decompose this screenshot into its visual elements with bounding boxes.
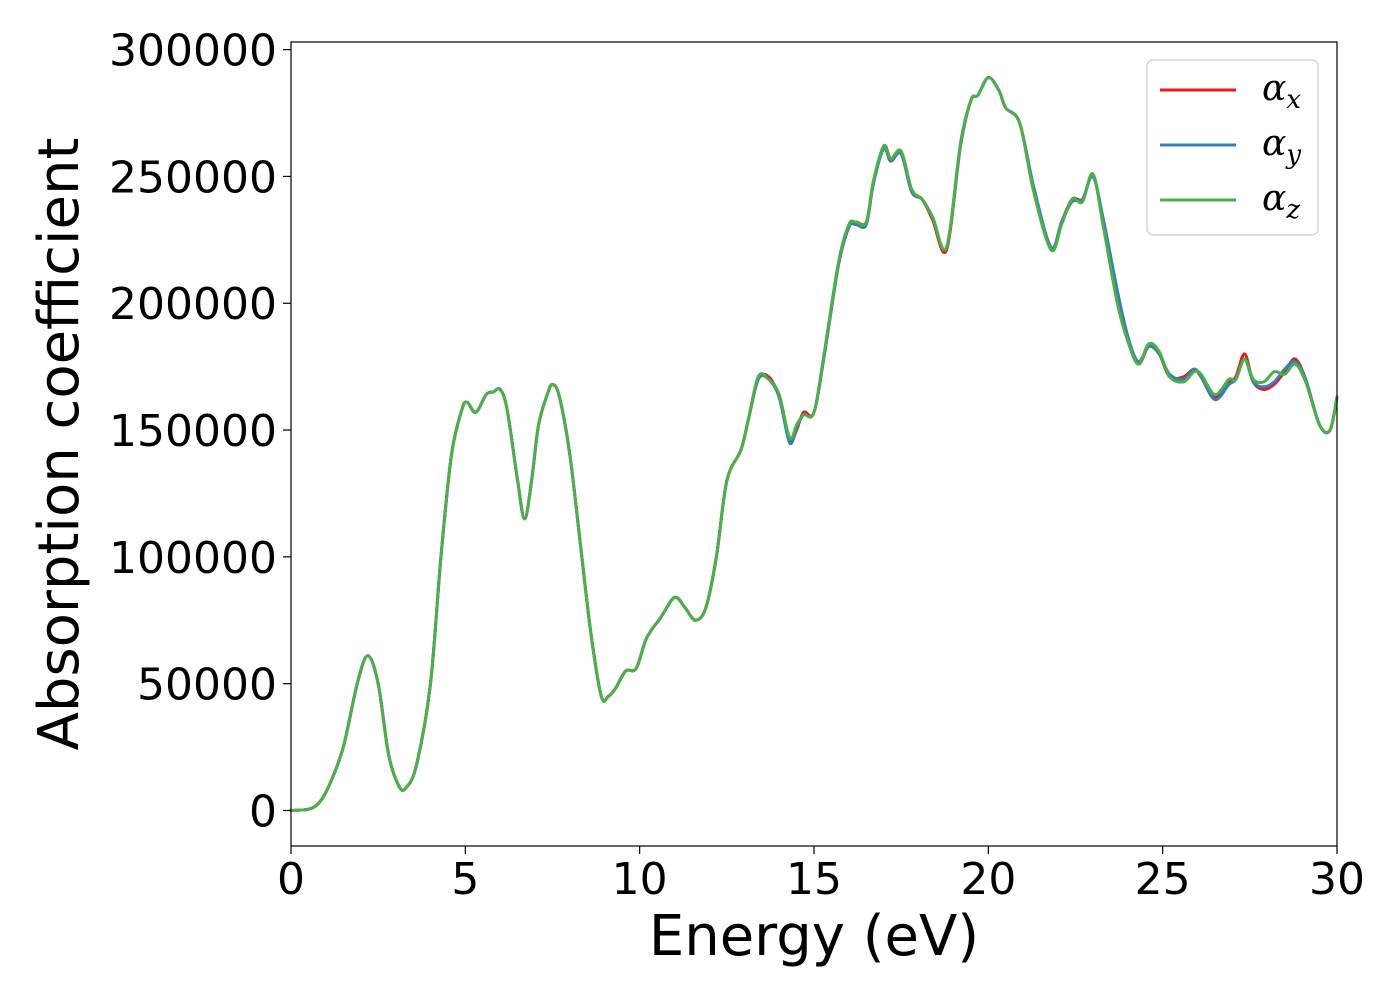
x-tick-label: 20 [960,854,1016,905]
legend: αx αy αz [1146,59,1319,236]
legend-frame [1146,59,1319,236]
y-tick-label: 300000 [109,26,277,77]
y-tick-label: 250000 [109,152,277,203]
y-tick-label: 100000 [109,533,277,584]
x-tick-label: 5 [451,854,479,905]
x-tick-label: 0 [277,854,305,905]
y-tick-label: 0 [249,786,277,837]
x-tick-label: 25 [1135,854,1191,905]
x-tick-label: 15 [786,854,842,905]
x-axis-label: Energy (eV) [649,904,979,969]
x-tick-label: 30 [1309,854,1365,905]
series-line-z [289,76,1339,812]
y-axis-label: Absorption coefficient [27,138,92,751]
x-tick-label: 10 [612,854,668,905]
legend-label-y: αy [1262,123,1301,170]
series-layer [289,76,1339,812]
y-tick-label: 200000 [109,279,277,330]
legend-label-x: αx [1262,68,1301,115]
legend-label-z: αz [1262,178,1300,225]
y-tick-label: 50000 [137,660,277,711]
x-axis-ticks: 0 5 10 15 20 25 30 [277,846,1365,905]
y-axis-ticks: 0 50000 100000 150000 200000 250000 300000 [109,26,291,837]
y-tick-label: 150000 [109,406,277,457]
